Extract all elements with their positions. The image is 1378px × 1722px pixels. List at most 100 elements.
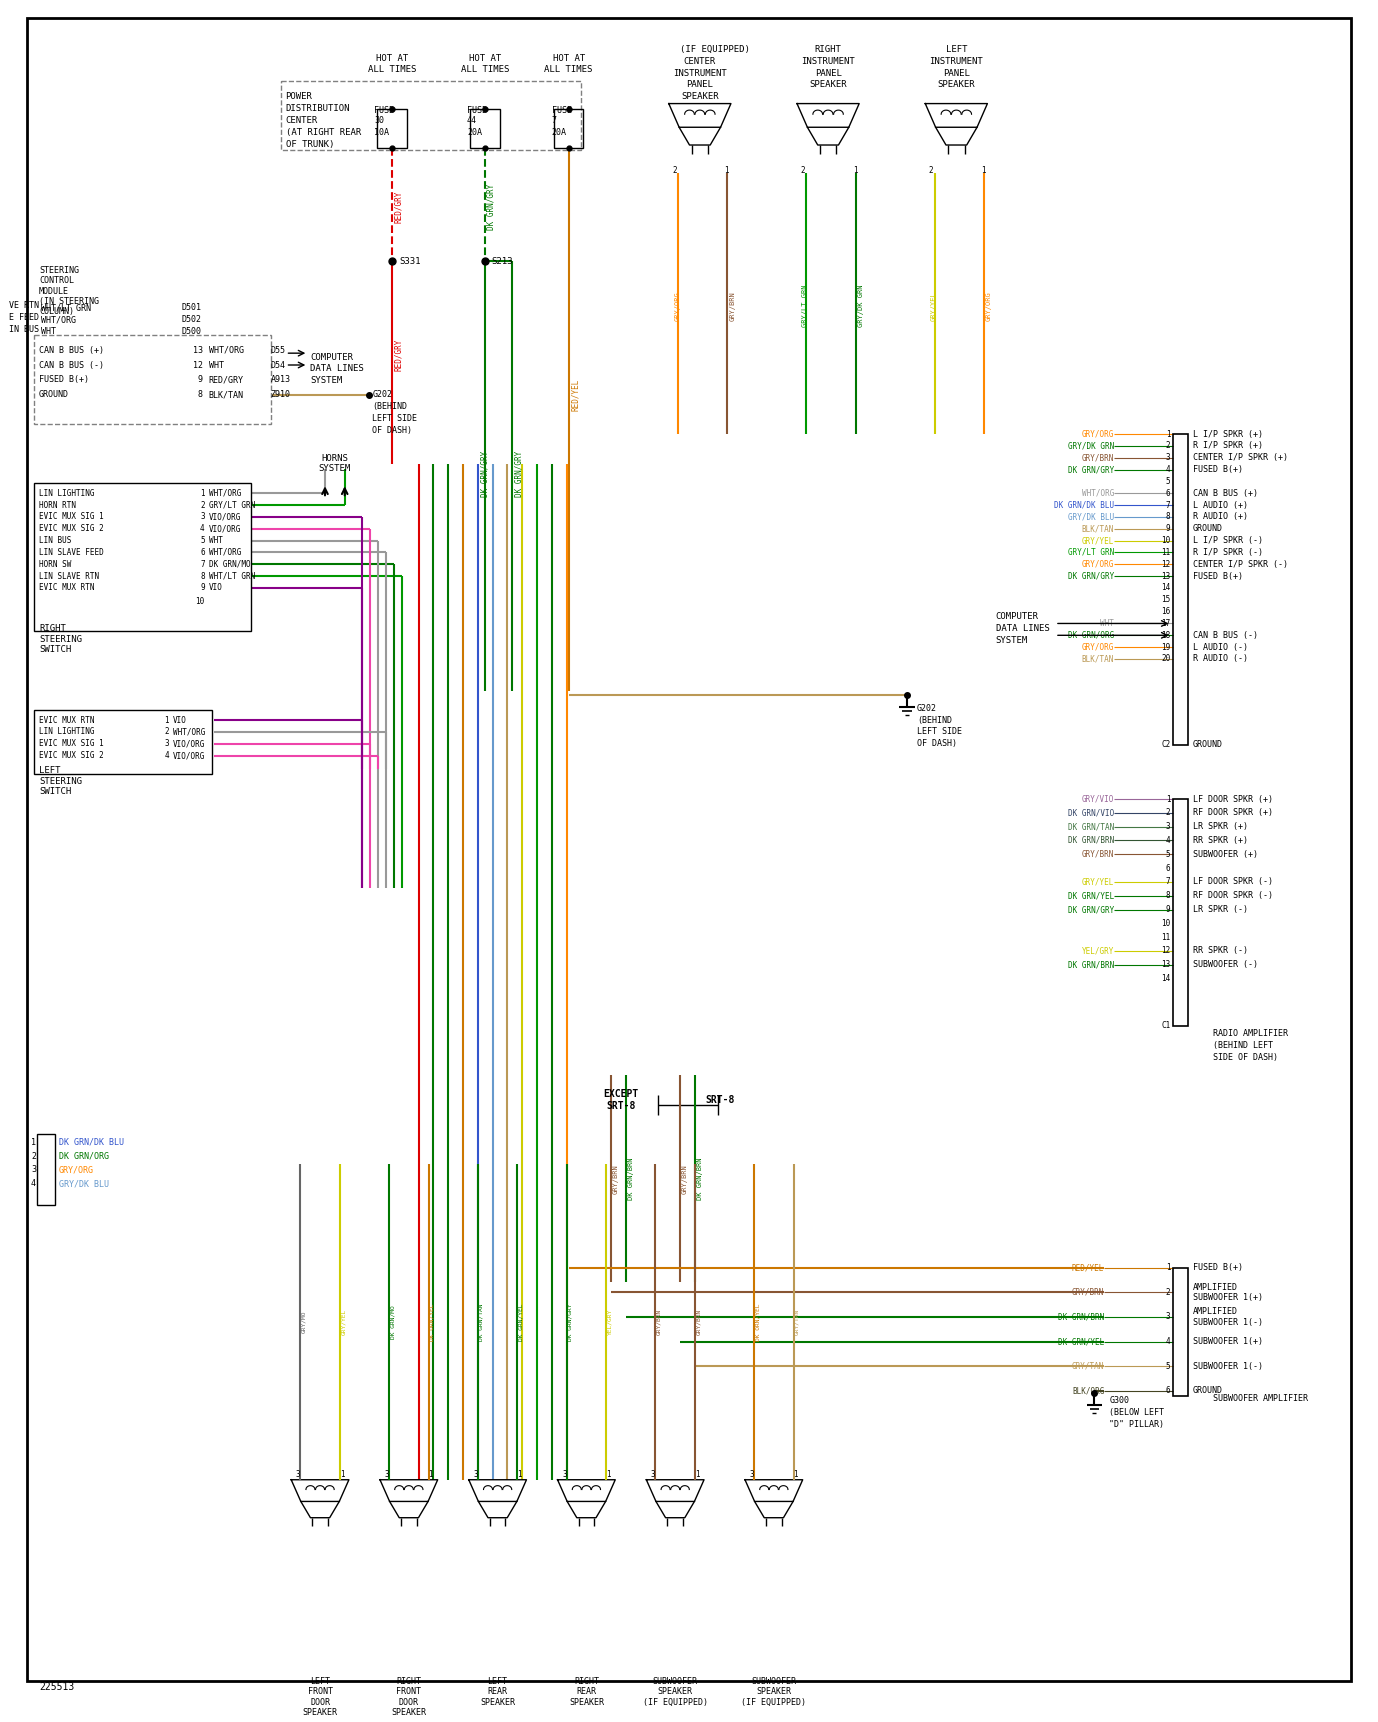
Text: LIN SLAVE FEED: LIN SLAVE FEED [39,548,103,556]
Text: DK GRN/GRY: DK GRN/GRY [1068,572,1115,580]
Text: YEL/GRY: YEL/GRY [608,1309,612,1335]
Text: RIGHT
FRONT
DOOR
SPEAKER: RIGHT FRONT DOOR SPEAKER [391,1677,426,1717]
Text: LIN BUS: LIN BUS [4,325,39,334]
Text: 7: 7 [1166,501,1170,510]
Text: L AUDIO (+): L AUDIO (+) [1193,501,1248,510]
Text: (BEHIND: (BEHIND [372,401,408,412]
Text: 20A: 20A [551,127,566,136]
Text: GRY/ORG: GRY/ORG [1082,642,1115,651]
Text: WHT: WHT [41,327,56,336]
Text: DK GRN/BRN: DK GRN/BRN [1068,835,1115,846]
Text: LEFT
FRONT
DOOR
SPEAKER: LEFT FRONT DOOR SPEAKER [303,1677,338,1717]
Text: LEFT SIDE: LEFT SIDE [372,413,418,424]
Text: A913: A913 [270,375,291,384]
Text: FUSE: FUSE [551,107,572,115]
Text: GROUND: GROUND [1193,523,1224,534]
Text: 10A: 10A [375,127,390,136]
Text: 20: 20 [1162,654,1170,663]
Text: VIO/ORG: VIO/ORG [208,513,241,522]
Text: LEFT SIDE: LEFT SIDE [916,727,962,737]
Text: GRY/YEL: GRY/YEL [340,1309,346,1335]
Text: EVIC MUX RTN: EVIC MUX RTN [39,584,95,592]
Text: 1: 1 [429,1471,433,1479]
Text: GRY/LT GRN: GRY/LT GRN [1068,548,1115,556]
Text: SUBWOOFER 1(-): SUBWOOFER 1(-) [1193,1362,1264,1371]
Text: PANEL: PANEL [814,69,842,77]
Text: 10: 10 [196,598,204,606]
Text: STEERING
CONTROL
MODULE
(IN STEERING
COLUMN): STEERING CONTROL MODULE (IN STEERING COL… [39,265,99,317]
Text: (BELOW LEFT: (BELOW LEFT [1109,1409,1164,1417]
Text: L AUDIO (-): L AUDIO (-) [1193,642,1248,651]
Text: SUBWOOFER
SPEAKER
(IF EQUIPPED): SUBWOOFER SPEAKER (IF EQUIPPED) [642,1677,708,1707]
Text: G202: G202 [916,704,937,713]
Text: 7: 7 [200,560,204,568]
Text: RF DOOR SPKR (+): RF DOOR SPKR (+) [1193,808,1273,818]
Text: GRY/DK BLU: GRY/DK BLU [1068,513,1115,522]
Text: GRY/LT GRN: GRY/LT GRN [208,501,255,510]
Text: RIGHT: RIGHT [814,45,842,53]
Text: FUSED B(+): FUSED B(+) [1193,572,1243,580]
Text: GRY/BRN: GRY/BRN [696,1309,701,1335]
Text: DK ORN/YEL: DK ORN/YEL [755,1304,761,1341]
Text: FUSE: FUSE [467,107,486,115]
Text: FUSE: FUSE [375,107,394,115]
Text: HOT AT
ALL TIMES: HOT AT ALL TIMES [544,55,593,74]
Text: 2: 2 [200,501,204,510]
Text: D54: D54 [270,360,285,370]
Text: C1: C1 [1162,1021,1170,1030]
Text: CAN B BUS (-): CAN B BUS (-) [39,360,103,370]
Text: EVIC MUX SIG 2: EVIC MUX SIG 2 [39,751,103,759]
Text: GRY/TAN: GRY/TAN [795,1309,799,1335]
Text: LEFT: LEFT [945,45,967,53]
Text: DK GRN/DK BLU: DK GRN/DK BLU [59,1138,124,1147]
Text: COMPUTER: COMPUTER [310,353,353,362]
Text: DK GRN/BRN: DK GRN/BRN [1058,1312,1104,1321]
Text: WHT/ORG: WHT/ORG [1082,489,1115,498]
Text: CAN B BUS (+): CAN B BUS (+) [39,346,103,355]
Text: INSTRUMENT: INSTRUMENT [672,69,726,77]
Text: LEFT
STEERING
SWITCH: LEFT STEERING SWITCH [39,766,81,796]
Text: WHT/ORG: WHT/ORG [208,489,241,498]
Text: 5: 5 [1166,477,1170,486]
Text: (BEHIND: (BEHIND [916,716,952,725]
Text: 4: 4 [164,751,169,759]
Text: GRY/BRN: GRY/BRN [682,1164,688,1193]
Bar [37,1135,55,1205]
Text: 18: 18 [1162,630,1170,641]
Text: 225513: 225513 [39,1682,74,1693]
Text: EVIC MUX RTN: EVIC MUX RTN [39,716,95,725]
Text: 13: 13 [1162,961,1170,969]
Text: WHT/ORG: WHT/ORG [208,346,244,355]
Text: DISTRIBUTION: DISTRIBUTION [285,103,350,114]
Text: GRY/YEL: GRY/YEL [1082,878,1115,887]
Text: DK GRN/BRN: DK GRN/BRN [1068,961,1115,969]
Text: 3: 3 [30,1166,36,1174]
Text: SPEAKER: SPEAKER [937,81,976,90]
Text: R I/P SPKR (-): R I/P SPKR (-) [1193,548,1264,556]
Text: 8: 8 [200,572,204,580]
Text: LR SPKR (-): LR SPKR (-) [1193,906,1248,914]
Text: 3: 3 [164,739,169,749]
Text: LF DOOR SPKR (+): LF DOOR SPKR (+) [1193,794,1273,804]
Text: SUBWOOFER 1(+): SUBWOOFER 1(+) [1193,1336,1264,1347]
Text: DK GRN/TAN: DK GRN/TAN [480,1304,484,1341]
Text: GRY/TAN: GRY/TAN [1072,1362,1104,1371]
Bar [1174,799,1188,1026]
Text: 19: 19 [1162,642,1170,651]
Text: 1: 1 [794,1471,798,1479]
Text: 3: 3 [562,1471,566,1479]
Text: (AT RIGHT REAR: (AT RIGHT REAR [285,127,361,136]
Text: 1: 1 [1166,429,1170,439]
Text: G202: G202 [372,391,393,400]
Text: 3: 3 [200,513,204,522]
Text: C2: C2 [1162,740,1170,749]
Text: LIN LIGHTING: LIN LIGHTING [39,727,95,737]
Text: WHT/LT GRN: WHT/LT GRN [41,303,91,312]
Text: R AUDIO (-): R AUDIO (-) [1193,654,1248,663]
Text: VIO: VIO [174,716,187,725]
Text: DATA LINES: DATA LINES [996,623,1050,634]
Text: 1: 1 [340,1471,344,1479]
Text: BLK/TAN: BLK/TAN [208,391,244,400]
Text: FUSED B(+): FUSED B(+) [39,375,90,384]
Text: DK GRN/GRY: DK GRN/GRY [481,451,489,496]
